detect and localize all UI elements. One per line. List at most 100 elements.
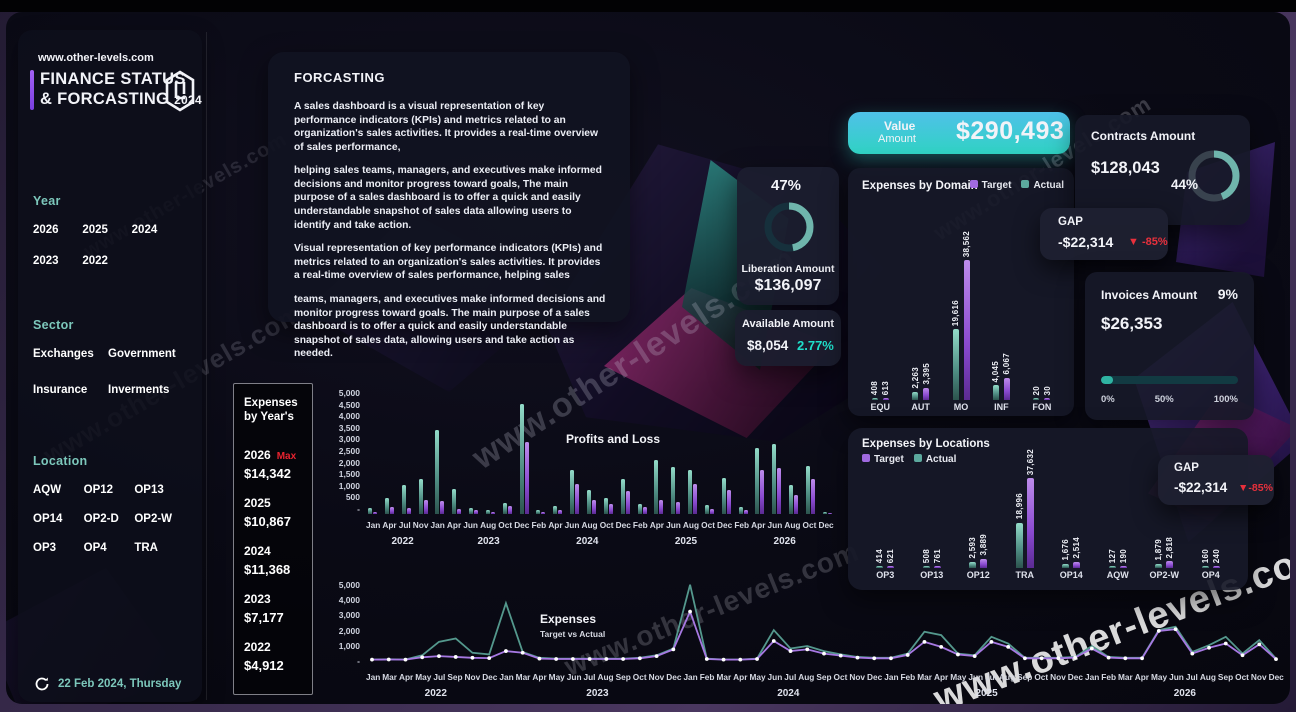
month-label: May xyxy=(415,672,432,682)
locations-chart-title: Expenses by Locations xyxy=(862,438,990,450)
contracts-label: Contracts Amount xyxy=(1091,129,1196,143)
month-label: Jun xyxy=(566,672,582,682)
actual-bar xyxy=(401,485,406,514)
sector-option-insurance[interactable]: Insurance xyxy=(33,384,88,396)
year-expense-item: 2022 $4,912 xyxy=(244,638,308,673)
target-point-marker xyxy=(688,609,692,614)
target-bar xyxy=(1044,398,1051,400)
target-bar xyxy=(541,512,546,514)
month-label: Jun xyxy=(767,520,783,530)
location-option-op12[interactable]: OP12 xyxy=(83,484,114,496)
actual-bar xyxy=(435,430,440,514)
actual-bar xyxy=(1108,566,1116,568)
item-year: 2025 xyxy=(244,496,271,510)
forcasting-body: A sales dashboard is a visual representa… xyxy=(294,100,606,371)
month-label: Sep xyxy=(447,672,463,682)
pnl-bar-pair xyxy=(586,490,596,514)
target-bar xyxy=(1003,377,1010,400)
target-point-marker xyxy=(537,656,542,661)
refresh-icon[interactable] xyxy=(34,676,50,692)
location-option-aqw[interactable]: AQW xyxy=(33,484,62,496)
y-tick: 3,500 xyxy=(338,422,360,433)
month-label: Nov xyxy=(412,520,429,530)
sector-option-government[interactable]: Government xyxy=(108,348,176,360)
bar-group: 2,263 3,395 xyxy=(900,202,940,400)
liberation-percent: 47% xyxy=(771,177,802,194)
sector-option-exchanges[interactable]: Exchanges xyxy=(33,348,94,360)
gap-value: -$22,314 xyxy=(1058,234,1114,250)
bar-value-label: 3,395 xyxy=(921,363,931,385)
pnl-bar-pair xyxy=(805,466,815,514)
target-bar xyxy=(389,507,394,514)
item-year: 2023 xyxy=(244,592,271,606)
month-label: Jan xyxy=(430,520,445,530)
sector-option-inverments[interactable]: Inverments xyxy=(108,384,170,396)
month-label: Aug xyxy=(682,520,700,530)
target-point-marker xyxy=(1173,627,1178,632)
brand-logo-icon xyxy=(165,70,195,112)
target-point-marker xyxy=(1223,641,1228,646)
location-option-op2-d[interactable]: OP2-D xyxy=(83,513,119,525)
max-badge: Max xyxy=(276,451,297,462)
forcasting-paragraph: Visual representation of key performance… xyxy=(294,243,603,282)
target-point-marker xyxy=(621,657,626,661)
invoices-percent: 9% xyxy=(1217,286,1238,302)
target-point-marker xyxy=(822,651,826,656)
top-black-bar xyxy=(0,0,1296,12)
year-option-2024[interactable]: 2024 xyxy=(131,224,158,236)
bar-value-label: 160 xyxy=(1200,548,1210,563)
location-option-op14[interactable]: OP14 xyxy=(33,513,63,525)
pnl-bar-pair xyxy=(384,498,394,514)
invoices-progress-track xyxy=(1101,376,1238,384)
dashboard: www.other-levels.com www.other-levels.co… xyxy=(6,12,1290,704)
target-bar xyxy=(923,387,930,400)
target-point-marker xyxy=(855,655,860,660)
pnl-bar-pair xyxy=(536,510,546,514)
pnl-bar-pair xyxy=(469,508,479,514)
month-label: Aug xyxy=(784,520,801,530)
month-label: Oct xyxy=(1034,672,1049,682)
bar-value-label: 127 xyxy=(1107,548,1117,563)
location-filter-group: AQW OP12 OP13 OP14 OP2-D OP2-W OP3 OP4 TRA xyxy=(33,484,185,554)
target-bar xyxy=(676,502,681,514)
target-point-marker xyxy=(956,652,960,657)
year-option-2023[interactable]: 2023 xyxy=(33,255,59,267)
actual-bar xyxy=(603,498,608,514)
gap-delta: ▼ -85% xyxy=(1128,236,1168,248)
location-option-tra[interactable]: TRA xyxy=(134,542,158,554)
month-label: Nov xyxy=(648,672,665,682)
bar-value-label: 3,889 xyxy=(979,534,989,556)
actual-bar xyxy=(789,485,794,514)
target-bar xyxy=(794,494,799,514)
month-label: Jan xyxy=(1085,672,1100,682)
location-option-op3[interactable]: OP3 xyxy=(33,542,57,554)
expenses-line-chart: 5,000 4,000 3,000 2,000 1,000 - Expenses Targe… xyxy=(330,568,1286,702)
target-bar xyxy=(963,260,970,400)
location-option-op2-w[interactable]: OP2-W xyxy=(134,513,173,525)
contracts-percent: 44% xyxy=(1171,177,1199,192)
location-option-op13[interactable]: OP13 xyxy=(134,484,164,496)
actual-bar xyxy=(586,490,591,514)
target-point-marker xyxy=(554,657,559,661)
current-date: 22 Feb 2024, Thursday xyxy=(58,678,182,690)
actual-bar xyxy=(384,498,389,514)
month-label: Aug xyxy=(999,672,1016,682)
month-label: Nov xyxy=(1250,672,1267,682)
month-label: Apr xyxy=(446,520,462,530)
target-bar xyxy=(490,511,495,514)
pnl-bar-pair xyxy=(738,507,748,514)
location-option-op4[interactable]: OP4 xyxy=(83,542,107,554)
year-option-2025[interactable]: 2025 xyxy=(82,224,108,236)
month-label: Oct xyxy=(632,672,647,682)
year-option-2022[interactable]: 2022 xyxy=(82,255,108,267)
invoices-scale: 0% 50% 100% xyxy=(1101,394,1238,405)
month-label: Dec xyxy=(818,520,834,530)
target-point-marker xyxy=(905,653,910,657)
bar-value-label: 30 xyxy=(1042,385,1052,396)
page-title-line2: & FORCASTING xyxy=(40,89,170,108)
category-label: TRA xyxy=(1015,570,1035,580)
category-label: OP13 xyxy=(920,570,944,580)
bar-group: 19,616 38,562 xyxy=(941,202,981,400)
target-point-marker xyxy=(1140,656,1144,661)
year-option-2026[interactable]: 2026 xyxy=(33,224,59,236)
